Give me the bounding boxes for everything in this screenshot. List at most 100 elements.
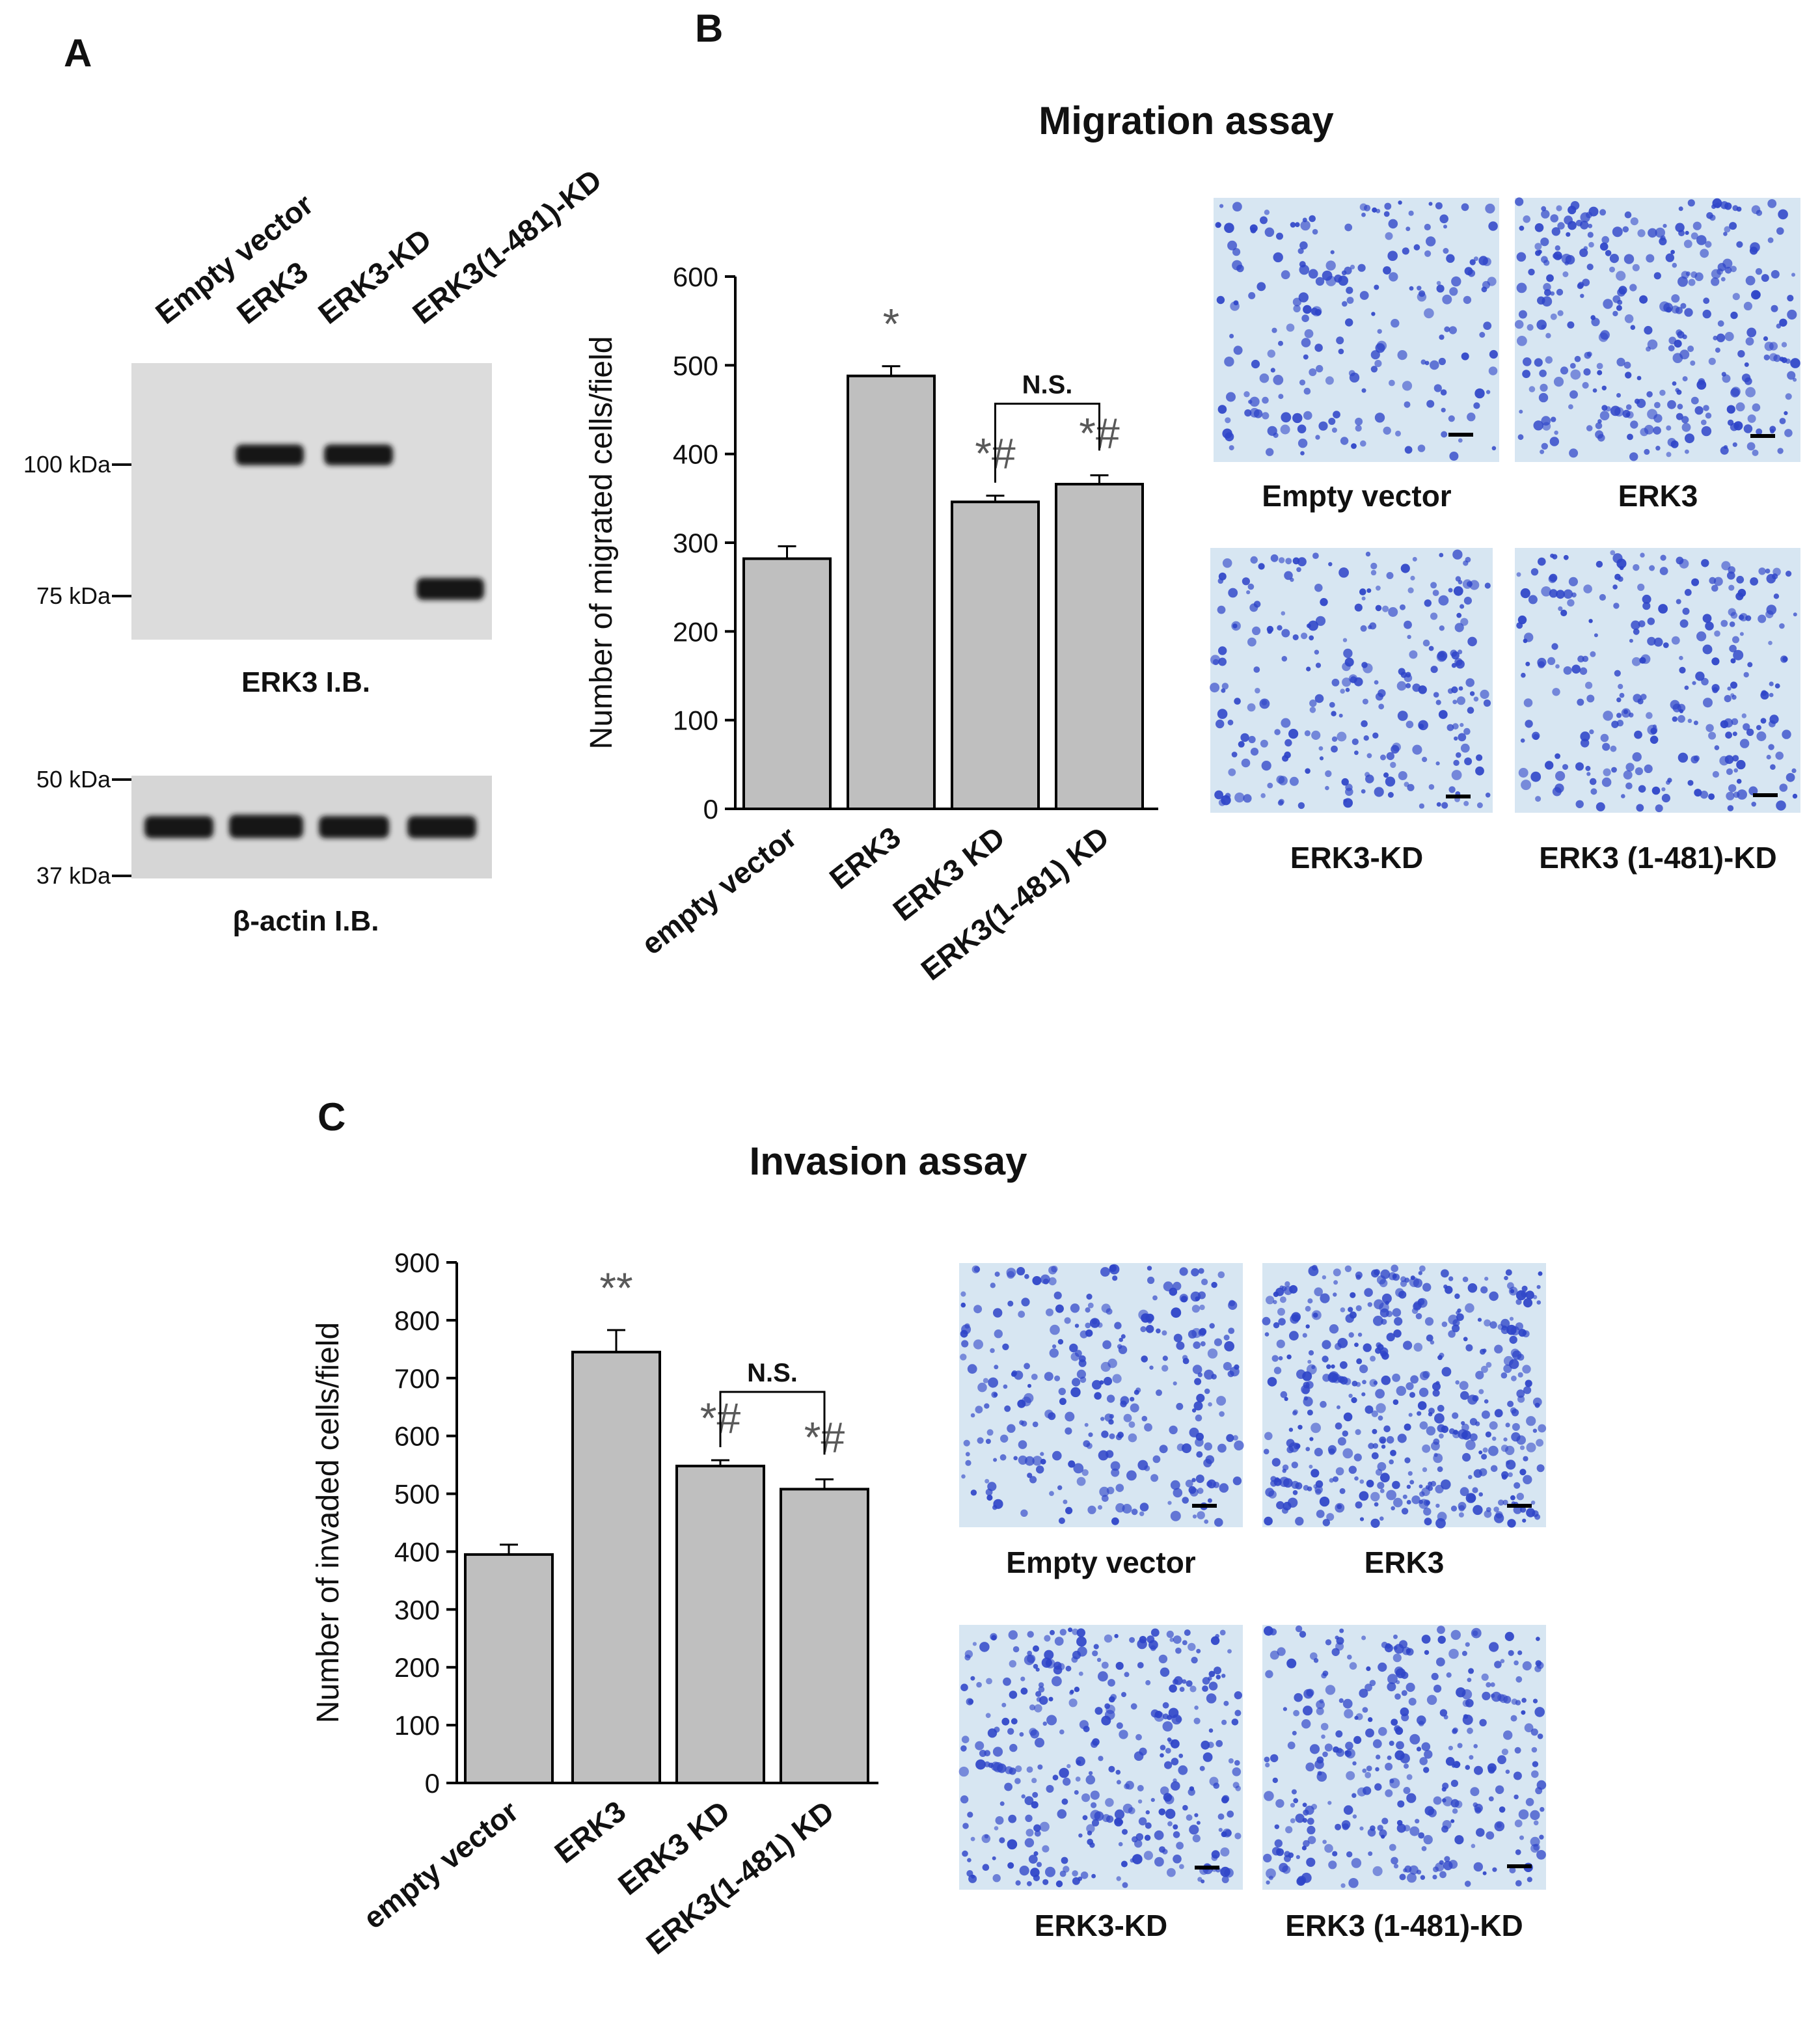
stained-cell [1150,1628,1160,1637]
stained-cell [1747,662,1753,668]
stained-cell [1210,1636,1220,1645]
stained-cell [1015,1765,1022,1773]
stained-cell [1065,1665,1072,1672]
stained-cell [1389,1843,1396,1851]
stained-cell [1179,1864,1184,1870]
stained-cell [1195,1414,1202,1422]
stained-cell [1494,1821,1505,1832]
stained-cell [1158,1808,1166,1816]
band-erk3 [236,444,304,465]
stained-cell [1462,1700,1470,1707]
stained-cell [1396,1741,1404,1750]
stained-cell [1191,1478,1196,1482]
stained-cell [1121,1860,1128,1868]
stained-cell [1462,1452,1471,1462]
stained-cell [1247,637,1256,647]
stained-cell [1370,1825,1376,1831]
stained-cell [1447,688,1454,694]
x-tick-label: ERK3 [823,820,907,896]
stained-cell [1424,1650,1430,1655]
stained-cell [1342,677,1351,687]
stained-cell [1470,1787,1480,1797]
stained-cell [1371,1452,1379,1460]
stained-cell [1232,1476,1242,1486]
stained-cell [1051,1266,1058,1273]
stained-cell [1331,711,1337,716]
stained-cell [1482,1348,1487,1353]
stained-cell [1556,590,1565,599]
stained-cell [1441,1367,1452,1377]
stained-cell [1377,1825,1383,1831]
stained-cell [1024,1363,1030,1370]
stained-cell [1456,752,1461,758]
stained-cell [1337,1437,1346,1446]
stained-cell [1437,1466,1443,1473]
stained-cell [1345,783,1353,791]
stained-cell [1032,1421,1039,1428]
stained-cell [1407,783,1415,791]
stained-cell [1463,800,1469,806]
panel-c: C Invasion assay 01002003004005006007008… [311,1095,1547,1961]
stained-cell [1296,1369,1306,1380]
stained-cell [1249,396,1260,407]
stained-cell [1684,308,1693,317]
stained-cell [1770,764,1776,770]
stained-cell [1009,1743,1018,1752]
stained-cell [1057,1809,1067,1819]
stained-cell [1331,736,1338,742]
stained-cell [1482,1871,1487,1875]
stained-cell [1600,330,1610,340]
stained-cell [1417,444,1426,452]
stained-cell [1278,1318,1286,1326]
stained-cell [1479,332,1486,338]
stained-cell [1687,346,1694,352]
stained-cell [1478,1389,1484,1394]
stained-cell [1579,667,1588,675]
stained-cell [1558,606,1563,612]
stained-cell [1342,1448,1353,1459]
stained-cell [1361,662,1368,668]
stained-cell [1410,1375,1419,1384]
stained-cell [1454,658,1463,666]
stained-cell [1386,1311,1393,1318]
stained-cell [1300,451,1305,456]
stained-cell [1586,351,1592,357]
stained-cell [1338,348,1344,355]
stained-cell [1421,1846,1427,1851]
stained-cell [984,1761,990,1767]
stained-cell [1721,561,1731,571]
stained-cell [1050,1629,1055,1635]
stained-cell [1506,1324,1517,1335]
stained-cell [1001,1702,1007,1707]
stained-cell [1333,1292,1337,1297]
stained-cell [1659,389,1666,396]
stained-cell [1490,1693,1495,1698]
stained-cell [1700,249,1709,258]
stained-cell [1441,802,1448,809]
stained-cell [1304,329,1314,338]
stained-cell [1279,557,1285,564]
stained-cell [1730,681,1737,689]
stained-cell [1506,1460,1510,1465]
stained-cell [1392,1373,1401,1382]
stained-cell [1724,226,1731,233]
stained-cell [1173,1831,1180,1838]
stained-cell [1508,1286,1518,1296]
stained-cell [1406,1682,1415,1693]
stained-cell [977,1437,984,1444]
stained-cell [1319,1496,1330,1507]
stained-cell [1075,1776,1081,1782]
stained-cell [1660,554,1666,561]
stained-cell [1433,1452,1438,1457]
stained-cell [1745,387,1756,398]
stained-cell [1215,222,1221,228]
stained-cell [1521,1285,1528,1292]
stained-cell [1100,1267,1110,1277]
stained-cell [1152,1295,1158,1301]
stained-cell [1633,694,1642,703]
stained-cell [1586,772,1591,776]
stained-cell [1679,709,1684,714]
stained-cell [1486,1507,1491,1512]
stained-cell [1045,1659,1053,1666]
